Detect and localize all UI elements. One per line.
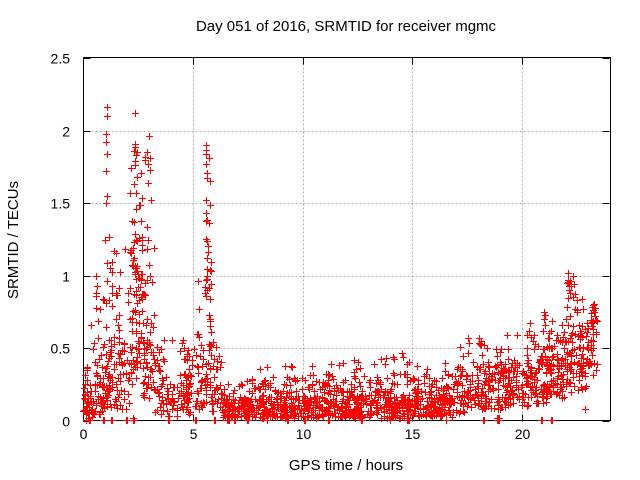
y-tick-label: 1.5 <box>51 196 71 212</box>
scatter-points <box>80 104 601 424</box>
y-tick-label: 2.5 <box>51 51 71 67</box>
chart-title: Day 051 of 2016, SRMTID for receiver mgm… <box>196 18 497 35</box>
y-tick-label: 0 <box>62 414 70 430</box>
plot-border <box>83 57 611 421</box>
x-tick-label: 5 <box>190 426 198 442</box>
x-tick-label: 20 <box>515 426 531 442</box>
x-tick-label: 15 <box>405 426 421 442</box>
x-tick-label: 0 <box>80 426 88 442</box>
x-axis-title: GPS time / hours <box>289 457 403 474</box>
y-tick-label: 1 <box>62 269 70 285</box>
x-tick-label: 10 <box>296 426 312 442</box>
y-tick-label: 0.5 <box>51 341 71 357</box>
y-tick-label: 2 <box>62 124 70 140</box>
y-axis-title: SRMTID / TECUs <box>5 181 22 299</box>
